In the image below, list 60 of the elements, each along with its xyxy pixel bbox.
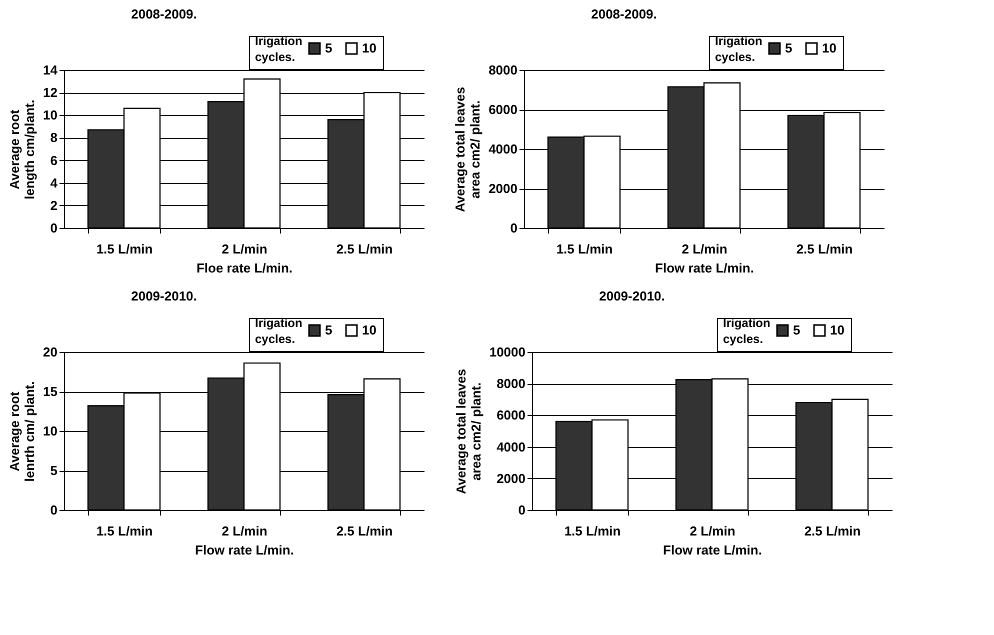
x-tick-label: 2.5 L/min <box>336 242 393 256</box>
y-tick-label: 2 <box>50 198 58 213</box>
y-tick-label: 6 <box>50 152 58 168</box>
legend-title: Irigation cycles. <box>723 316 770 346</box>
x-tick-label: 1.5 L/min <box>556 242 613 256</box>
y-tick-label: 2000 <box>488 181 518 196</box>
x-tick-label: 2 L/min <box>222 242 268 256</box>
y-axis-title: Average root lenrth cm/ plant. <box>7 381 38 482</box>
legend-label: 5 <box>793 322 800 338</box>
y-tick-label: 10 <box>43 108 58 123</box>
y-tick-label: 2000 <box>496 470 526 486</box>
y-tick-label: 5 <box>50 463 58 478</box>
y-tick-label: 0 <box>50 220 58 236</box>
y-tick-label: 12 <box>43 85 58 100</box>
x-tick-label: 2 L/min <box>682 242 728 256</box>
y-tick-label: 8 <box>50 130 58 146</box>
legend-title: Irigation cycles. <box>715 34 762 64</box>
y-tick-label: 4 <box>50 175 58 190</box>
y-tick-label: 0 <box>510 220 518 236</box>
chart-title: 2008-2009. <box>131 6 197 22</box>
x-tick-label: 2 L/min <box>222 524 268 538</box>
legend-label: 5 <box>325 40 332 56</box>
x-tick-label: 2.5 L/min <box>336 524 393 538</box>
y-axis-title: Average total leaves area cm2/ plant. <box>453 368 484 494</box>
chart-title: 2009-2010. <box>131 288 197 304</box>
legend-label: 10 <box>830 322 844 338</box>
y-tick-label: 6000 <box>488 102 518 117</box>
y-tick-label: 15 <box>43 384 58 399</box>
legend-title: Irigation cycles. <box>255 34 302 64</box>
x-tick-label: 1.5 L/min <box>96 524 153 538</box>
y-tick-label: 8000 <box>496 376 526 392</box>
x-axis-title: Flow rate L/min. <box>655 260 754 276</box>
y-tick-label: 0 <box>50 502 58 518</box>
y-axis-title: Average total leaves area cm2/ plant. <box>452 86 483 212</box>
x-tick-label: 2.5 L/min <box>804 524 861 538</box>
y-tick-label: 0 <box>518 502 526 518</box>
y-tick-label: 4000 <box>488 142 518 156</box>
y-axis-title: Average root length cm/plant. <box>7 100 38 200</box>
x-axis-title: Flow rate L/min. <box>195 542 294 558</box>
legend-label: 10 <box>362 322 376 338</box>
legend-title: Irigation cycles. <box>255 316 302 346</box>
y-tick-label: 20 <box>43 344 58 360</box>
x-tick-label: 2 L/min <box>690 524 736 538</box>
legend-label: 10 <box>362 40 376 56</box>
chart-title: 2009-2010. <box>599 288 665 304</box>
y-tick-label: 10 <box>43 424 58 438</box>
y-tick-label: 14 <box>43 62 58 78</box>
x-tick-label: 2.5 L/min <box>796 242 853 256</box>
y-tick-label: 10000 <box>489 344 526 360</box>
y-tick-label: 4000 <box>496 439 526 454</box>
x-axis-title: Flow rate L/min. <box>663 542 762 558</box>
y-tick-label: 8000 <box>488 62 518 78</box>
legend-label: 5 <box>325 322 332 338</box>
legend-label: 10 <box>822 40 836 56</box>
chart-title: 2008-2009. <box>591 6 657 22</box>
x-tick-label: 1.5 L/min <box>564 524 621 538</box>
y-tick-label: 6000 <box>496 408 526 423</box>
legend-label: 5 <box>785 40 792 56</box>
x-tick-label: 1.5 L/min <box>96 242 153 256</box>
x-axis-title: Floe rate L/min. <box>196 260 293 276</box>
